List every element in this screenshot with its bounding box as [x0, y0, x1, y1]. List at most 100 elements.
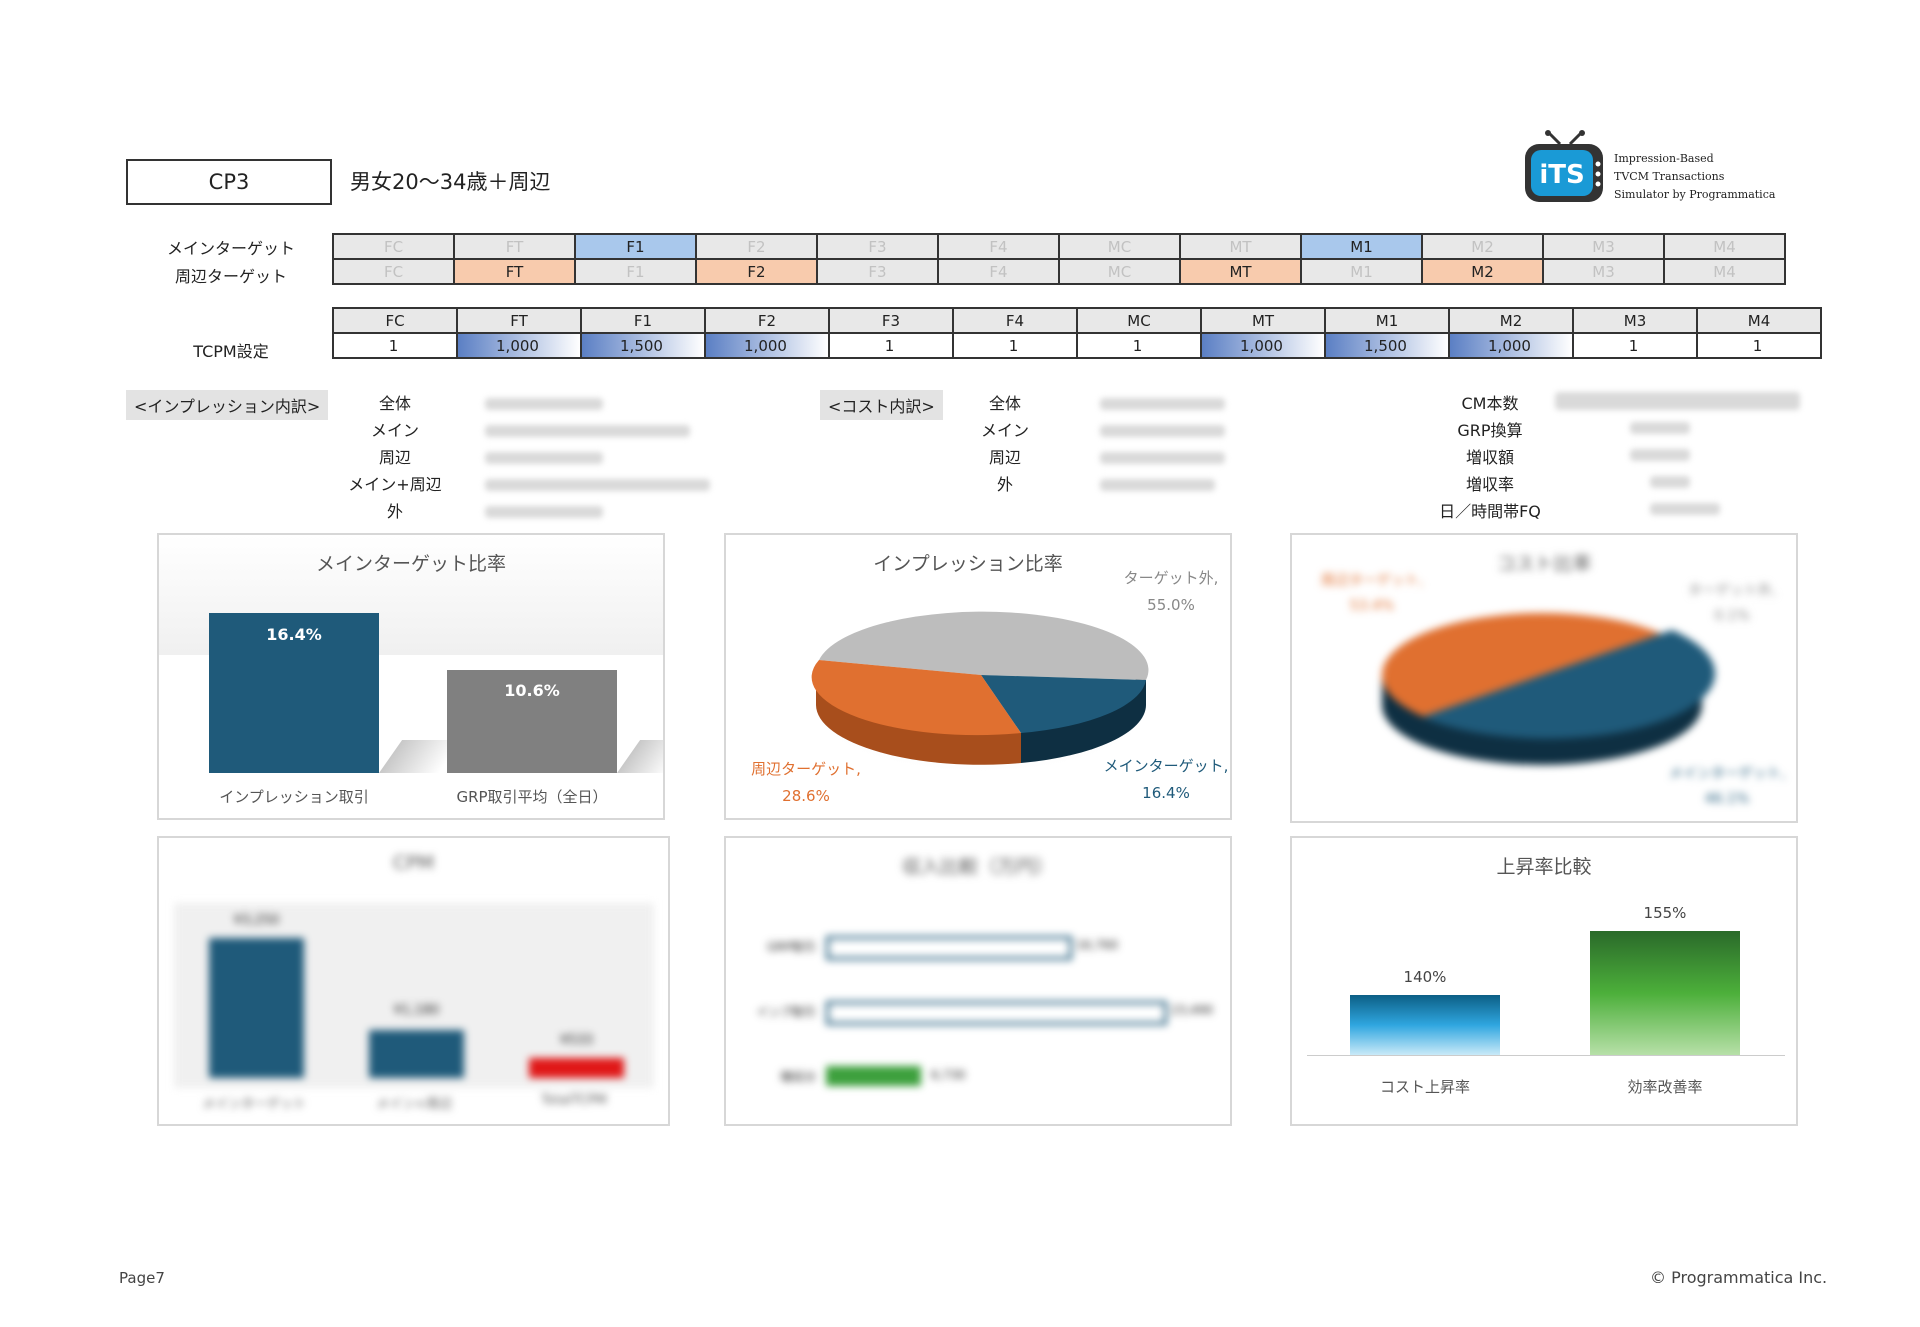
bar-grp-average — [447, 670, 617, 773]
impression-breakdown-list: 全体 メイン 周辺 メイン+周辺 外 — [325, 390, 465, 525]
sub-target-cell[interactable]: M3 — [1542, 258, 1665, 285]
pie-label-name: メインターゲット, — [1668, 766, 1786, 782]
pie-label-pct: 46.1% — [1704, 791, 1750, 807]
sub-target-cell[interactable]: M1 — [1300, 258, 1423, 285]
logo-line-1: Impression-Based — [1614, 152, 1714, 165]
sub-target-cell[interactable]: FT — [453, 258, 576, 285]
tcpm-value-cell[interactable]: 1 — [1572, 332, 1698, 359]
bar-cpm-sub — [369, 1030, 464, 1078]
tcpm-label: TCPM設定 — [193, 342, 269, 361]
pie-label-name: メインターゲット, — [1103, 757, 1229, 775]
sub-target-cell[interactable]: M2 — [1421, 258, 1544, 285]
main-target-cell[interactable]: F4 — [937, 233, 1060, 260]
summary-list: CM本数 GRP換算 増収額 増収率 日／時間帯FQ — [1420, 390, 1560, 525]
pie-label-main: メインターゲット, 46.1% — [1662, 763, 1792, 807]
bar-cpm-main — [209, 938, 304, 1078]
pie-label-sub: 周辺ターゲット, 53.4% — [1312, 570, 1432, 614]
bar-grp — [826, 936, 1072, 960]
summary-row-label: GRP換算 — [1457, 421, 1523, 440]
sub-target-cell[interactable]: F1 — [574, 258, 697, 285]
logo-line-2: TVCM Transactions — [1614, 170, 1725, 183]
tcpm-value-cell[interactable]: 1,500 — [580, 332, 706, 359]
tcpm-grid: FC FT F1 F2 F3 F4 MC MT M1 M2 M3 M4 1 1,000 1,500 1,00… — [332, 307, 1822, 359]
main-target-cell[interactable]: MC — [1058, 233, 1181, 260]
tcpm-header-cell: MC — [1076, 307, 1202, 334]
category-label: 効率改善率 — [1627, 1078, 1703, 1096]
main-target-cell[interactable]: FC — [332, 233, 455, 260]
pie-label-sub: 周辺ターゲット, 28.6% — [746, 758, 866, 805]
main-target-cell[interactable]: F2 — [695, 233, 818, 260]
cpm-chart-panel: CPM ¥3,250 ¥1,180 ¥533 メインターゲット メイン+周辺 T… — [157, 836, 670, 1126]
tcpm-value-cell[interactable]: 1,000 — [1200, 332, 1326, 359]
tcpm-header-cell: FC — [332, 307, 458, 334]
pie-label-pct: 55.0% — [1147, 596, 1195, 614]
summary-row-label: 増収額 — [1465, 448, 1514, 467]
sub-target-label: 周辺ターゲット — [174, 267, 287, 286]
main-target-cell[interactable]: FT — [453, 233, 576, 260]
tcpm-value-cell[interactable]: 1 — [1696, 332, 1822, 359]
target-title: 男女20～34歳＋周辺 — [350, 170, 551, 194]
sub-target-cell[interactable]: M4 — [1663, 258, 1786, 285]
data-label: 23,490 — [1171, 1003, 1213, 1017]
data-label: 6,730 — [931, 1068, 966, 1082]
main-target-cell[interactable]: MT — [1179, 233, 1302, 260]
bar-shadow — [617, 740, 663, 773]
logo-text: Impression-Based TVCM Transactions Simul… — [1614, 150, 1775, 204]
impression-pie-chart — [806, 611, 1156, 775]
impression-values-redacted — [485, 398, 710, 518]
copyright-text: Programmatica Inc. — [1671, 1268, 1828, 1287]
cost-row-label: 全体 — [988, 394, 1021, 413]
main-target-cell[interactable]: M2 — [1421, 233, 1544, 260]
tcpm-value-cell[interactable]: 1,500 — [1324, 332, 1450, 359]
main-target-cell[interactable]: F3 — [816, 233, 939, 260]
sub-target-cell[interactable]: MT — [1179, 258, 1302, 285]
category-label: メイン+周辺 — [376, 1097, 452, 1112]
tcpm-header-cell: F2 — [704, 307, 830, 334]
tcpm-header-cell: F1 — [580, 307, 706, 334]
bar-impression — [826, 1001, 1167, 1025]
tcpm-value-cell[interactable]: 1,000 — [1448, 332, 1574, 359]
category-label: インプ取引 — [756, 1005, 816, 1019]
tcpm-value-cell[interactable]: 1 — [332, 332, 458, 359]
main-target-cell[interactable]: M3 — [1542, 233, 1665, 260]
tcpm-header-cell: M2 — [1448, 307, 1574, 334]
data-label: ¥3,250 — [233, 913, 280, 928]
impression-ratio-chart-panel: インプレッション比率 ターゲット外, 55.0% 周辺ターゲット, 28.6% … — [724, 533, 1232, 820]
impression-row-label: 全体 — [378, 394, 411, 413]
tcpm-value-cell[interactable]: 1 — [952, 332, 1078, 359]
impression-row-label: メイン — [370, 421, 419, 440]
tcpm-value-row: 1 1,000 1,500 1,000 1 1 1 1,000 1,500 1,000 1 1 — [332, 332, 1822, 359]
pie-label-name: ターゲット外, — [1123, 569, 1219, 587]
main-target-cell[interactable]: M4 — [1663, 233, 1786, 260]
sub-target-cell[interactable]: F4 — [937, 258, 1060, 285]
pie-label-name: ターゲット外, — [1687, 583, 1777, 599]
main-ratio-chart-panel: メインターゲット比率 16.4% 10.6% インプレッション取引 GRP取引平… — [157, 533, 665, 820]
tv-logo-icon: iTS — [1525, 130, 1603, 202]
tcpm-value-cell[interactable]: 1 — [828, 332, 954, 359]
tcpm-header-cell: M3 — [1572, 307, 1698, 334]
category-label: GRP取引 — [767, 940, 816, 954]
tcpm-value-cell[interactable]: 1,000 — [704, 332, 830, 359]
sub-target-cell[interactable]: F3 — [816, 258, 939, 285]
tcpm-value-cell[interactable]: 1 — [1076, 332, 1202, 359]
pie-slice-sub — [811, 660, 1021, 736]
data-label: 155% — [1643, 904, 1687, 922]
tcpm-header-row: FC FT F1 F2 F3 F4 MC MT M1 M2 M3 M4 — [332, 307, 1822, 334]
summary-values-redacted — [1555, 392, 1800, 515]
target-grid: FC FT F1 F2 F3 F4 MC MT M1 M2 M3 M4 FC FT F1 F2 F3 F4 MC M… — [332, 233, 1786, 285]
sub-target-cell[interactable]: MC — [1058, 258, 1181, 285]
chart-title: インプレッション比率 — [873, 553, 1063, 575]
main-target-cell[interactable]: F1 — [574, 233, 697, 260]
sub-target-cell[interactable]: FC — [332, 258, 455, 285]
sub-target-cell[interactable]: F2 — [695, 258, 818, 285]
cpm-blurred-content: CPM ¥3,250 ¥1,180 ¥533 メインターゲット メイン+周辺 T… — [159, 838, 668, 1124]
impression-row-label: メイン+周辺 — [348, 475, 442, 494]
cost-values-redacted — [1100, 398, 1225, 491]
bar-cpm-total — [529, 1058, 624, 1078]
copyright-icon: © — [1650, 1268, 1666, 1287]
summary-row-label: 増収率 — [1465, 475, 1514, 494]
tcpm-value-cell[interactable]: 1,000 — [456, 332, 582, 359]
tcpm-header-cell: MT — [1200, 307, 1326, 334]
cost-row-label: 外 — [996, 475, 1013, 494]
main-target-cell[interactable]: M1 — [1300, 233, 1423, 260]
